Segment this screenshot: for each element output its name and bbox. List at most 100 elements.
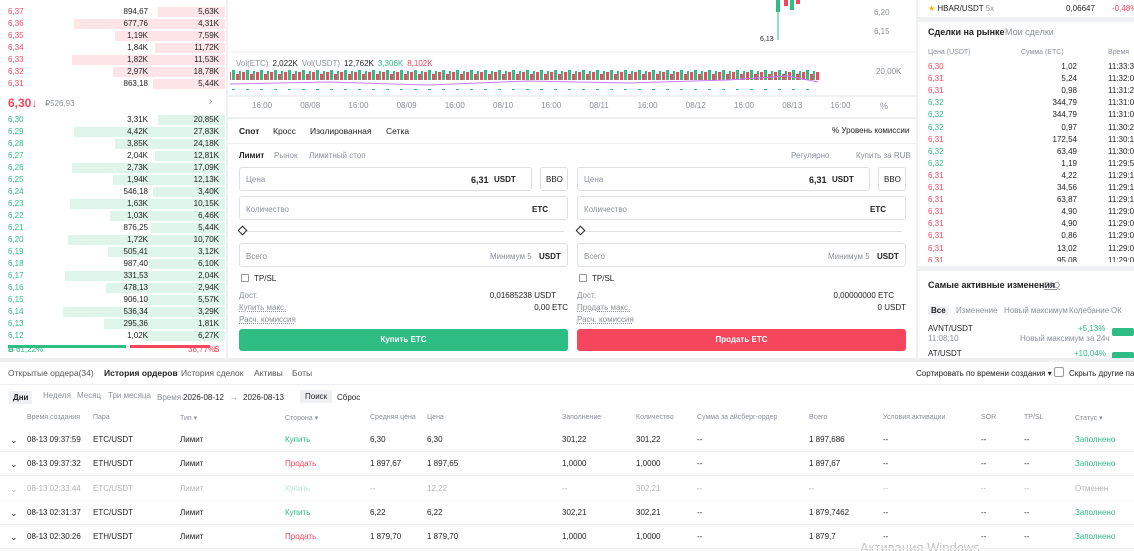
cell: 1 897,67 bbox=[809, 459, 841, 469]
percent-toggle[interactable]: % bbox=[880, 101, 889, 111]
header: Время bbox=[1108, 49, 1130, 56]
expand[interactable]: ⌄ bbox=[10, 507, 18, 518]
depth-bar bbox=[155, 43, 225, 53]
mover-badge bbox=[1112, 328, 1134, 336]
order-row: ⌄ 08-13 09:37:59 ETC/USDT Лимит Купить 6,30 6,… bbox=[0, 428, 1134, 452]
ticker[interactable]: ★ HBAR/USDT 5x bbox=[928, 4, 994, 13]
trade-row: 6,31 0,98 11:31:26 bbox=[918, 85, 1134, 97]
trades-list: 6,30 1,02 11:33:37 6,31 5,24 11:32:00 6,31 0,98… bbox=[918, 61, 1134, 262]
sort-text: Сортировать по времени создания bbox=[916, 369, 1046, 378]
trade-price: 6,32 bbox=[928, 158, 944, 168]
trade-amount: 34,56 bbox=[1056, 183, 1077, 192]
buy-ratio-bar bbox=[8, 345, 126, 348]
input bbox=[577, 196, 906, 220]
depth-bar bbox=[114, 139, 225, 149]
expand[interactable]: ⌄ bbox=[10, 435, 18, 445]
period: Три месяца bbox=[108, 391, 151, 400]
date-to[interactable]: 2026-08-13 bbox=[243, 393, 284, 402]
qty-unit: ETC bbox=[870, 205, 886, 214]
reset-button[interactable]: Сброс bbox=[337, 393, 361, 402]
trade-row: 6,31 95,08 11:29:03 bbox=[918, 255, 1134, 262]
cell: -- bbox=[370, 483, 376, 493]
fee-level[interactable]: % Уровень комиссии bbox=[832, 126, 909, 135]
trade-time: 11:29:12 bbox=[1108, 195, 1134, 205]
cell: Купить bbox=[285, 435, 311, 444]
price: 6,19 bbox=[8, 247, 24, 256]
cell: Лимит bbox=[180, 435, 204, 444]
trade-row: 6,31 34,56 11:29:12 bbox=[918, 182, 1134, 194]
mover-badge bbox=[1112, 352, 1134, 358]
price: 6,23 bbox=[8, 199, 24, 208]
mover-tab: Все bbox=[928, 306, 949, 315]
qty-unit: ETC bbox=[532, 205, 548, 214]
checkbox[interactable] bbox=[1054, 367, 1064, 377]
trade-amount: 4,90 bbox=[1061, 219, 1077, 229]
ask-row: 6,34 1,84K 11,72K bbox=[0, 42, 225, 54]
amount: 331,53 bbox=[123, 271, 148, 280]
total-hint: Минимум 5 bbox=[828, 252, 870, 261]
trade-price: 6,31 bbox=[928, 195, 944, 205]
expand[interactable]: ⌄ bbox=[10, 532, 18, 543]
trade-amount: 4,90 bbox=[1061, 207, 1077, 217]
sell-button[interactable]: Продать ETC bbox=[577, 329, 906, 351]
trade-price: 6,32 bbox=[928, 98, 944, 108]
price-unit: USDT bbox=[832, 175, 854, 184]
cell: 1 879,70 bbox=[370, 532, 402, 542]
mid-fiat: ₽526,93 bbox=[45, 99, 75, 108]
trade-row: 6,30 1,02 11:33:37 bbox=[918, 61, 1134, 73]
input bbox=[878, 167, 906, 191]
cell: Лимит bbox=[180, 459, 204, 469]
amount: 1,72K bbox=[127, 235, 148, 244]
buy-rub[interactable]: Купить за RUB bbox=[856, 151, 911, 160]
expand[interactable]: ⌄ bbox=[10, 459, 18, 470]
recurring[interactable]: Регулярно bbox=[791, 151, 830, 160]
total: 7,59K bbox=[198, 31, 219, 40]
search-button[interactable]: Поиск bbox=[300, 390, 333, 403]
trade-time: 11:29:03 bbox=[1108, 219, 1134, 229]
time-tick: 16:00 bbox=[541, 101, 562, 110]
sort[interactable]: Сортировать по времени создания ▾ bbox=[916, 369, 1052, 378]
order-row: ⌄ 08-13 02:30:26 ETH/USDT Лимит Продать 1 879… bbox=[0, 525, 1134, 550]
faq[interactable]: FAQ bbox=[1044, 281, 1061, 290]
trades-tab[interactable]: Сделки на рынке bbox=[928, 27, 1005, 37]
amount: 3,85K bbox=[127, 139, 148, 148]
amount: 2,04K bbox=[127, 151, 148, 160]
volume-legend-item: 2,022K bbox=[272, 59, 298, 68]
cell: Отменен bbox=[1075, 483, 1109, 493]
cell: -- bbox=[883, 507, 889, 517]
cell: 301,22 bbox=[636, 435, 661, 444]
depth-bar bbox=[114, 31, 225, 41]
volume-bars bbox=[230, 70, 820, 90]
total: 12,13K bbox=[193, 175, 219, 184]
slider-knob bbox=[237, 225, 248, 236]
cell: 1,0000 bbox=[562, 532, 587, 542]
cell: Заполнено bbox=[1075, 507, 1116, 517]
trade-price: 6,32 bbox=[928, 110, 944, 120]
depth-bar bbox=[65, 271, 225, 281]
chart-area: 6,20 6,15 6,13 20,00K Vol(ETC) 2,022K Vol(… bbox=[228, 0, 916, 117]
my-trades-tab[interactable]: Мои сделки bbox=[1005, 27, 1054, 37]
ask-row: 6,31 863,18 5,44K bbox=[0, 78, 225, 90]
chevron[interactable]: › bbox=[209, 96, 213, 107]
total: 24,18K bbox=[193, 139, 219, 148]
bid-row: 6,15 906,10 5,57K bbox=[0, 294, 225, 306]
buy-button[interactable]: Купить ETC bbox=[239, 329, 568, 351]
trade-row: 6,32 1,19 11:29:52 bbox=[918, 158, 1134, 170]
price: 6,15 bbox=[8, 295, 24, 304]
date-from[interactable]: 2026-08-12 bbox=[183, 393, 224, 402]
cell: -- bbox=[1024, 532, 1030, 542]
cell: -- bbox=[981, 435, 987, 444]
price: 6,33 bbox=[8, 55, 24, 64]
tpsl: TP/SL bbox=[592, 274, 615, 283]
header-cell: Сторона ▾ bbox=[285, 415, 319, 422]
header: Цена (USDT) bbox=[928, 49, 971, 56]
checkbox[interactable] bbox=[241, 274, 249, 282]
form-tab: Сетка bbox=[386, 126, 410, 136]
ticker-price: 0,06647 bbox=[1066, 4, 1095, 13]
checkbox[interactable] bbox=[579, 274, 587, 282]
watermark: Активация Windows bbox=[860, 540, 980, 551]
cell: -- bbox=[883, 483, 889, 493]
ask-row: 6,35 1,19K 7,59K bbox=[0, 30, 225, 42]
expand[interactable]: ⌄ bbox=[10, 483, 18, 494]
